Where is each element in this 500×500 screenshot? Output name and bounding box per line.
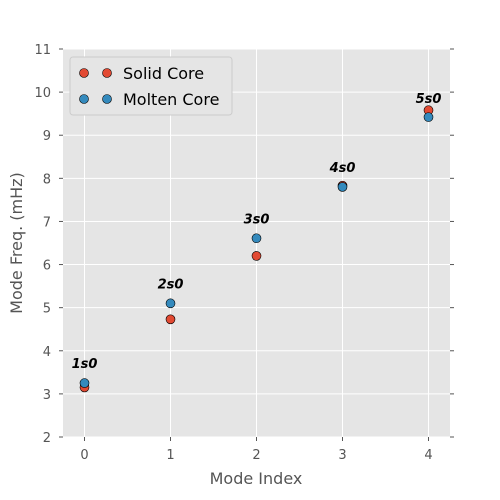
y-tick-label: 6 (43, 259, 51, 274)
annotations-layer: 1s0 2s0 3s0 4s0 5s0 (72, 92, 442, 372)
mode-annotation: 5s0 (416, 92, 442, 107)
data-point-molten-core (165, 298, 176, 309)
x-axis-label: Mode Index (210, 469, 303, 488)
legend: Solid Core Molten Core (69, 56, 233, 116)
x-tick-label: 3 (338, 448, 346, 463)
data-point-molten-core (79, 378, 90, 388)
mode-annotation: 2s0 (158, 277, 184, 292)
data-point-molten-core (337, 182, 348, 192)
legend-label-solid-core: Solid Core (123, 64, 204, 83)
y-tick-label: 9 (43, 129, 51, 144)
legend-label-molten-core: Molten Core (123, 90, 219, 109)
y-tick-label: 11 (34, 43, 51, 58)
legend-marker-molten-core-2 (102, 94, 112, 104)
data-point-molten-core (423, 112, 434, 122)
mode-annotation: 4s0 (329, 161, 356, 176)
x-tick-label: 2 (252, 448, 260, 463)
legend-marker-solid-core-2 (102, 68, 112, 78)
ticks-layer: 0 1 2 3 4 2 3 4 5 6 7 8 9 10 11 (34, 43, 454, 463)
grid-layer (63, 48, 450, 438)
legend-marker-solid-core-1 (79, 68, 89, 78)
x-tick-label: 4 (424, 448, 432, 463)
x-tick-label: 0 (80, 448, 88, 463)
mode-annotation: 3s0 (244, 213, 270, 228)
y-tick-label: 8 (43, 172, 51, 187)
y-tick-label: 4 (43, 345, 51, 360)
x-tick-label: 1 (166, 448, 174, 463)
y-tick-label: 3 (43, 388, 51, 403)
y-axis-label: Mode Freq. (mHz) (7, 172, 26, 314)
y-tick-label: 5 (43, 302, 51, 317)
mode-annotation: 1s0 (72, 357, 98, 372)
y-tick-label: 2 (43, 431, 51, 446)
data-point-molten-core (251, 233, 262, 244)
y-tick-label: 7 (43, 215, 51, 230)
data-point-solid-core (165, 314, 176, 325)
y-tick-label: 10 (34, 86, 51, 101)
points-layer (79, 105, 434, 393)
data-point-solid-core (251, 251, 262, 261)
legend-marker-molten-core-1 (79, 94, 89, 104)
